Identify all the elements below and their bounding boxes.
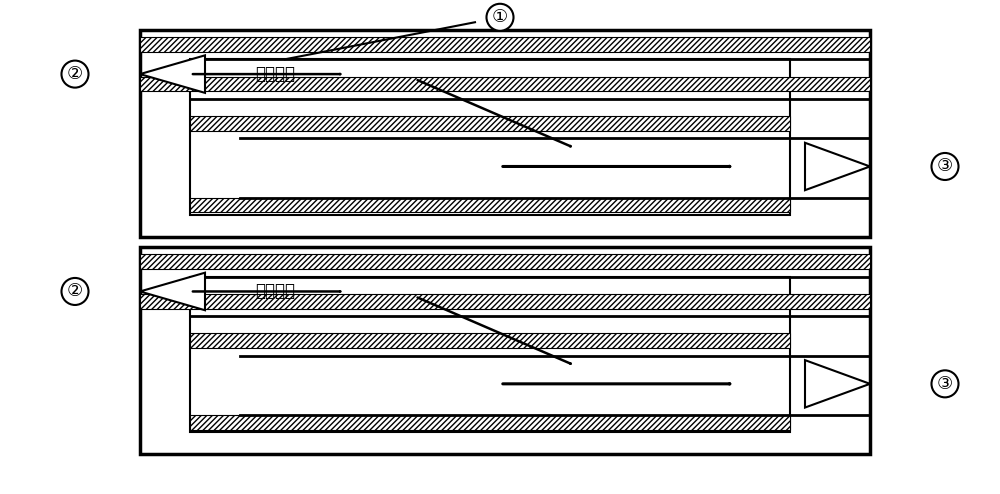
- Bar: [190, 116, 790, 131]
- Bar: [190, 415, 790, 430]
- Bar: [140, 30, 870, 237]
- Bar: [190, 277, 790, 432]
- Text: ②: ②: [67, 283, 83, 300]
- Bar: [190, 198, 790, 212]
- Text: ③: ③: [937, 158, 953, 175]
- Text: ①: ①: [492, 8, 508, 26]
- Bar: [140, 247, 870, 454]
- Bar: [190, 333, 790, 348]
- Text: ③: ③: [937, 375, 953, 393]
- Bar: [140, 37, 870, 52]
- Text: 气流方向: 气流方向: [255, 65, 295, 83]
- Polygon shape: [140, 55, 205, 93]
- Bar: [140, 254, 870, 269]
- Bar: [190, 59, 790, 215]
- Bar: [140, 294, 870, 309]
- Text: ②: ②: [67, 65, 83, 83]
- Text: 气流方向: 气流方向: [255, 283, 295, 300]
- Polygon shape: [805, 360, 870, 408]
- Bar: [140, 77, 870, 91]
- Polygon shape: [805, 143, 870, 190]
- Polygon shape: [140, 273, 205, 310]
